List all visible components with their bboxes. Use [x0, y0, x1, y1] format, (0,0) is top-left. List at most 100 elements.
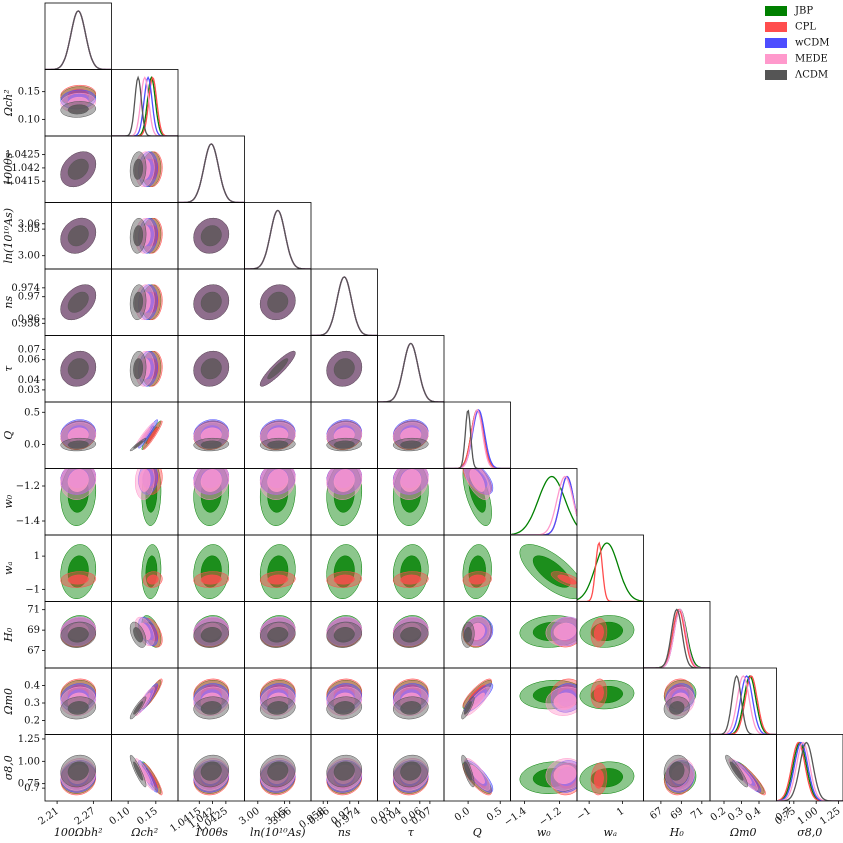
- contour: [146, 574, 159, 585]
- posterior-curve: [178, 143, 245, 203]
- y-tick-label: 0.96: [18, 314, 40, 325]
- x-axis-label: w₀: [537, 826, 551, 839]
- x-tick-label: 1: [615, 806, 627, 819]
- posterior-curve: [710, 675, 777, 735]
- cell: [392, 615, 429, 648]
- cell: [663, 678, 697, 720]
- cell: [129, 419, 163, 452]
- y-axis-label: wₐ: [2, 561, 15, 575]
- legend-swatch: [765, 38, 787, 48]
- contour: [200, 469, 222, 492]
- posterior-curve: [244, 209, 311, 269]
- y-axis-label: Ωch²: [2, 89, 15, 117]
- cell: [193, 284, 230, 321]
- y-tick-label: 3.06: [18, 219, 40, 230]
- cell: [579, 615, 635, 648]
- contour: [67, 158, 89, 180]
- cell: [710, 674, 777, 735]
- posterior-curve: [45, 10, 112, 70]
- contour: [333, 469, 355, 492]
- x-axis-label: Q: [473, 826, 482, 839]
- cell: [579, 678, 635, 710]
- y-tick-label: 0.03: [18, 385, 40, 396]
- legend-label: ΛCDM: [794, 70, 828, 81]
- cell: [326, 754, 363, 796]
- contour: [468, 574, 486, 585]
- y-tick-label: 1.0425: [5, 150, 40, 161]
- posterior-curve: [311, 276, 378, 336]
- contour: [469, 764, 485, 784]
- contour: [67, 104, 89, 115]
- contour: [138, 469, 151, 492]
- cell: [519, 544, 577, 599]
- posterior-curve: [444, 409, 511, 469]
- x-axis-label: 100Ωbh²: [54, 826, 103, 839]
- cell: [244, 209, 311, 269]
- y-axis-label: Q: [2, 431, 15, 440]
- posterior-curve: [178, 143, 245, 203]
- posterior-curve: [178, 143, 245, 203]
- contour: [133, 701, 144, 715]
- contour: [200, 761, 222, 781]
- legend-label: MEDE: [795, 54, 828, 65]
- posterior-curve: [111, 76, 178, 136]
- y-tick-label: 0.4: [24, 681, 40, 692]
- cell: [193, 754, 230, 796]
- posterior-curve: [311, 276, 378, 336]
- cell: [725, 754, 766, 796]
- contour: [729, 761, 744, 781]
- posterior-curve: [776, 741, 843, 801]
- cell: [519, 678, 577, 716]
- x-tick-label: −1: [575, 806, 593, 823]
- cell: [259, 468, 296, 526]
- cell: [326, 544, 363, 599]
- y-tick-label: 1: [34, 551, 40, 562]
- contour: [67, 574, 89, 585]
- posterior-curve: [178, 143, 245, 203]
- x-tick-label: 3.06: [269, 806, 294, 828]
- y-tick-label: 0.75: [18, 779, 40, 790]
- contour: [594, 769, 604, 789]
- contour: [267, 358, 289, 380]
- y-tick-label: 0.10: [18, 114, 40, 125]
- contour: [200, 701, 222, 715]
- cell: [392, 468, 429, 526]
- cell: [129, 284, 163, 321]
- contour: [133, 627, 144, 643]
- contour: [553, 764, 577, 784]
- contour: [267, 291, 289, 313]
- cell: [193, 615, 230, 648]
- cell: [60, 350, 97, 387]
- cell: [193, 419, 230, 452]
- cell: [326, 350, 363, 387]
- y-tick-label: 69: [27, 625, 40, 636]
- posterior-curve: [244, 209, 311, 269]
- cell: [259, 350, 296, 387]
- cell: [663, 754, 697, 796]
- cell: [444, 409, 511, 469]
- x-tick-label: 0.0: [453, 806, 472, 824]
- legend-swatch: [765, 54, 787, 64]
- posterior-curve: [111, 76, 178, 136]
- cell: [60, 217, 97, 254]
- posterior-curve: [444, 409, 511, 469]
- contour: [400, 761, 422, 781]
- contour: [138, 622, 151, 641]
- posterior-curve: [510, 475, 577, 535]
- y-tick-label: 3.05: [18, 224, 40, 235]
- x-axis-label: wₐ: [603, 826, 617, 839]
- cell-frame: [44, 2, 112, 70]
- contour: [333, 440, 355, 449]
- x-tick-label: 67: [648, 806, 665, 822]
- posterior-curve: [776, 741, 843, 801]
- cell: [461, 615, 494, 648]
- contour: [133, 158, 144, 180]
- cell: [579, 761, 635, 796]
- cell: [326, 615, 363, 648]
- contour: [553, 622, 577, 641]
- posterior-curve: [776, 741, 843, 801]
- contour: [267, 627, 289, 643]
- x-axis-label: Ωm0: [729, 826, 757, 839]
- contour: [463, 627, 472, 643]
- cell: [462, 468, 494, 526]
